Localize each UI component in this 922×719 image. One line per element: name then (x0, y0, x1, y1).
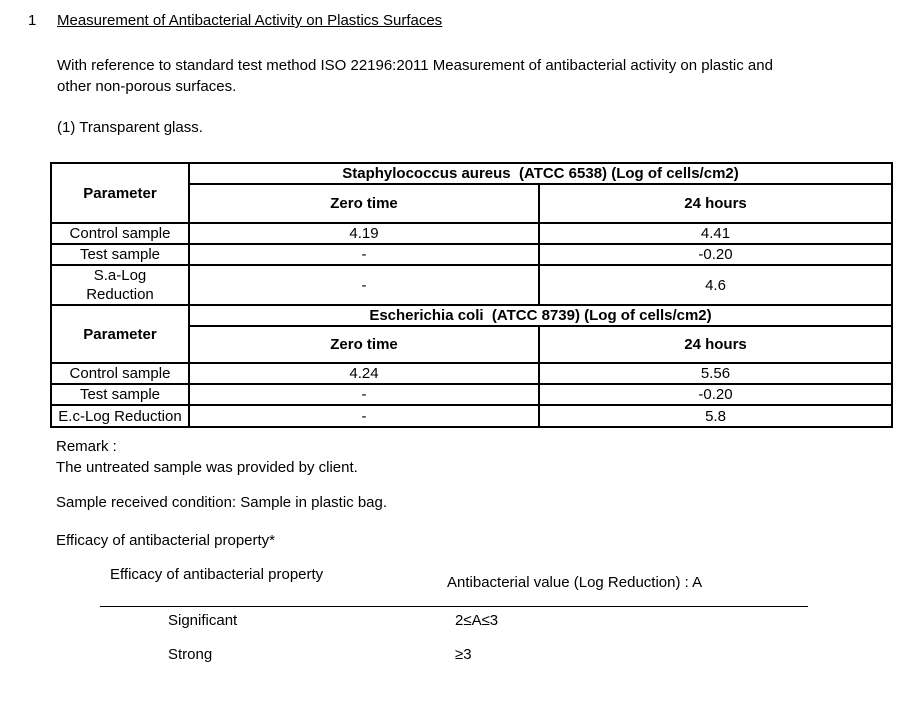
value-test-24h-ec: -0.20 (538, 383, 893, 406)
efficacy-row-significant: Significant 2≤A≤3 (168, 610, 922, 631)
value-control-zero-ec: 4.24 (188, 362, 540, 385)
efficacy-table-header: Efficacy of antibacterial property Antib… (110, 564, 922, 591)
value-control-24h-ec: 5.56 (538, 362, 893, 385)
parameter-header-ec: Parameter (50, 304, 190, 364)
value-test-zero-sa: - (188, 243, 540, 266)
value-test-zero-ec: - (188, 383, 540, 406)
table-row: Zero time 24 hours (51, 183, 893, 224)
page-title: Measurement of Antibacterial Activity on… (57, 12, 443, 29)
row-label-sa-log-reduction: S.a-Log Reduction (50, 264, 190, 306)
efficacy-range-significant: 2≤A≤3 (455, 612, 499, 629)
table-row: Control sample 4.24 5.56 (50, 362, 893, 385)
col-header-zero-time-sa: Zero time (188, 183, 540, 224)
efficacy-row-strong: Strong ≥3 (168, 644, 922, 665)
efficacy-col1-header: Efficacy of antibacterial property (110, 566, 324, 583)
col-header-24-hours-ec: 24 hours (538, 325, 893, 364)
section-number: 1 (28, 12, 37, 29)
sample-received-condition: Sample received condition: Sample in pla… (56, 494, 388, 511)
row-label-test-sample-ec: Test sample (50, 383, 190, 406)
value-eclog-24h: 5.8 (538, 404, 893, 428)
value-eclog-zero: - (188, 404, 540, 428)
organism-header-staph-aureus: Staphylococcus aureus (ATCC 6538) (Log o… (188, 162, 893, 185)
row-label-ec-log-reduction: E.c-Log Reduction (50, 404, 190, 428)
table-row: Control sample 4.19 4.41 (50, 222, 893, 245)
row-label-control-sample-ec: Control sample (50, 362, 190, 385)
row-label-test-sample-sa: Test sample (50, 243, 190, 266)
remark-text: The untreated sample was provided by cli… (56, 459, 358, 476)
value-salog-zero: - (188, 264, 540, 306)
table-row: E.c-Log Reduction - 5.8 (50, 404, 893, 428)
table-row: Test sample - -0.20 (50, 243, 893, 266)
parameter-header-sa: Parameter (50, 162, 190, 224)
remark-label: Remark : (56, 438, 117, 455)
intro-paragraph: With reference to standard test method I… (57, 57, 773, 95)
efficacy-divider-line (100, 606, 808, 607)
value-control-zero-sa: 4.19 (188, 222, 540, 245)
efficacy-level-strong: Strong (168, 646, 213, 663)
col-header-zero-time-ec: Zero time (188, 325, 540, 364)
table-row: S.a-Log Reduction - 4.6 (50, 264, 893, 306)
table-row: Parameter Staphylococcus aureus (ATCC 65… (50, 162, 893, 224)
efficacy-range-strong: ≥3 (455, 646, 472, 663)
value-control-24h-sa: 4.41 (538, 222, 893, 245)
efficacy-col2-header: Antibacterial value (Log Reduction) : A (447, 574, 703, 591)
col-header-24-hours-sa: 24 hours (538, 183, 893, 224)
efficacy-level-significant: Significant (168, 612, 238, 629)
value-salog-24h: 4.6 (538, 264, 893, 306)
results-table: Parameter Staphylococcus aureus (ATCC 65… (50, 162, 893, 428)
organism-header-e-coli: Escherichia coli (ATCC 8739) (Log of cel… (188, 304, 893, 327)
efficacy-heading: Efficacy of antibacterial property* (56, 532, 276, 549)
value-test-24h-sa: -0.20 (538, 243, 893, 266)
table-row: Parameter Escherichia coli (ATCC 8739) (… (50, 304, 893, 364)
sample-type-label: (1) Transparent glass. (57, 119, 203, 136)
document-heading: 1 Measurement of Antibacterial Activity … (0, 10, 922, 31)
row-label-control-sample-sa: Control sample (50, 222, 190, 245)
table-row: Test sample - -0.20 (50, 383, 893, 406)
table-row: Zero time 24 hours (51, 325, 893, 364)
